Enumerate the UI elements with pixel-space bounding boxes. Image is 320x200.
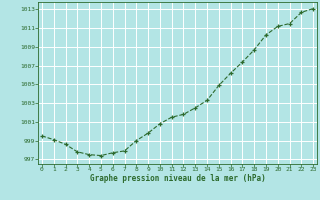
X-axis label: Graphe pression niveau de la mer (hPa): Graphe pression niveau de la mer (hPa) xyxy=(90,174,266,183)
